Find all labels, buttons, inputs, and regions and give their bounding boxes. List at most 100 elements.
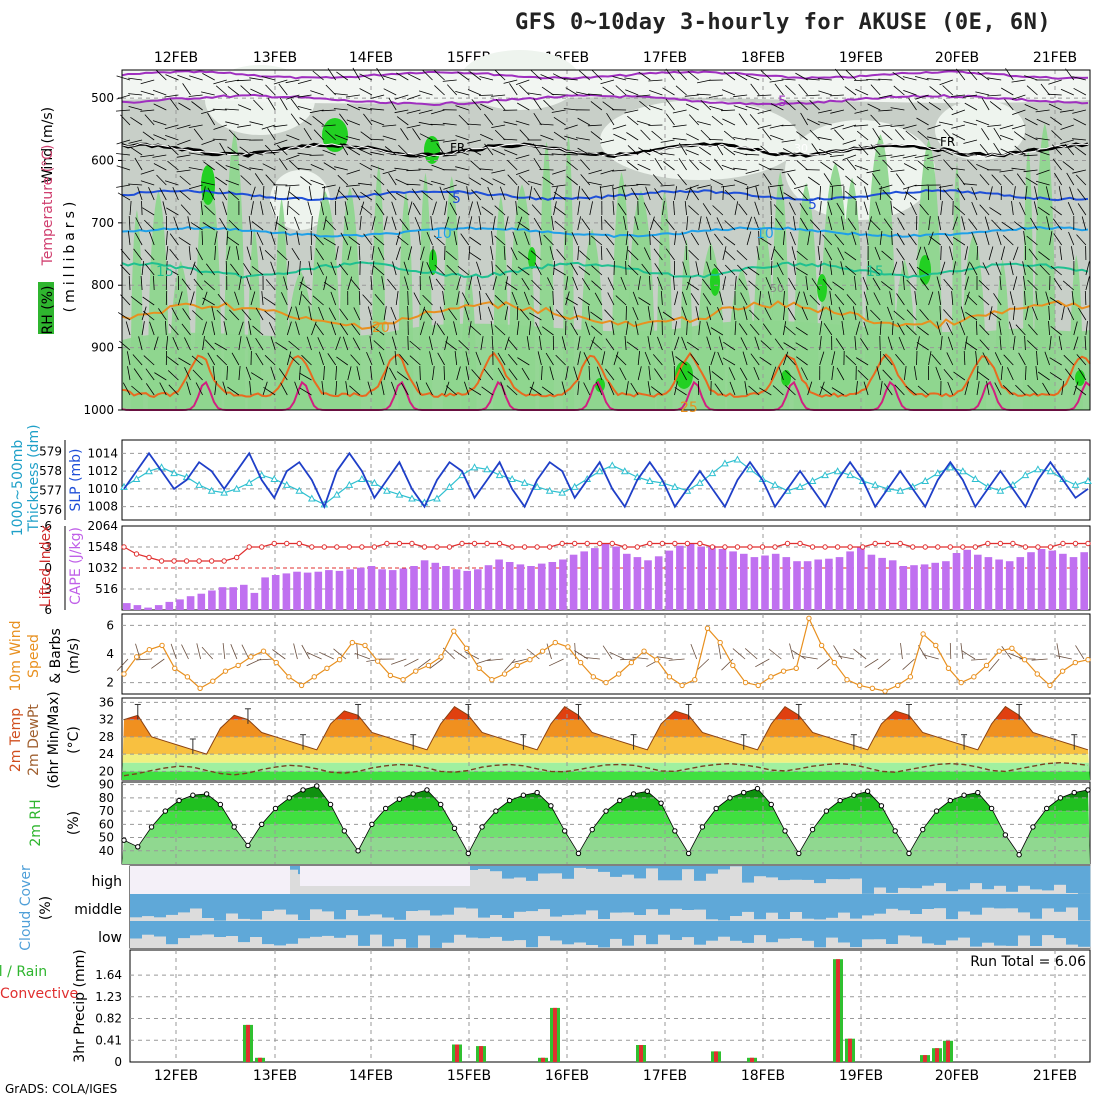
lifted-index-point <box>697 540 703 547</box>
cape-bar <box>240 584 248 610</box>
wind-barb <box>351 323 361 336</box>
wind-barb <box>169 248 179 261</box>
cloud-bar <box>370 921 383 935</box>
cloud-bar <box>790 921 803 939</box>
cloud-bar <box>1006 894 1019 909</box>
cloud-bar <box>466 866 479 870</box>
cloud-bar <box>826 921 839 938</box>
wind-barb <box>831 185 834 201</box>
wind10-speed-point <box>603 679 609 686</box>
wind-barb <box>518 175 530 186</box>
wind-barb <box>449 202 458 216</box>
wind-barb <box>211 321 216 336</box>
wind-barb <box>507 174 518 186</box>
wind-barb <box>142 296 155 306</box>
wind-barb <box>798 189 808 201</box>
cloud-bg <box>598 866 611 894</box>
wind-barb <box>418 90 433 96</box>
wind-barb <box>391 336 397 351</box>
wind-barb <box>128 231 131 246</box>
rh2m-point <box>341 828 348 834</box>
wind-barb <box>1012 109 1026 115</box>
wind-barb <box>1067 202 1075 216</box>
wind-barb <box>1037 206 1050 216</box>
cloud-bars <box>130 866 1091 948</box>
wind-barb <box>947 336 954 351</box>
cape-bar <box>346 569 354 610</box>
wind-barb <box>660 184 675 187</box>
cape-bar <box>878 557 886 610</box>
wind-barb <box>1009 321 1014 336</box>
cloud-bar <box>802 921 815 941</box>
wind-barb <box>418 121 433 126</box>
thickness-line-point <box>170 469 178 477</box>
cloud-bar <box>718 921 731 937</box>
wind-barb <box>827 201 833 216</box>
wind-barb <box>1060 139 1074 144</box>
precip-tick: 0.82 <box>95 1012 122 1026</box>
wind-barb <box>699 161 712 171</box>
wind-barb <box>325 130 336 141</box>
wind-barb <box>647 381 651 396</box>
wind-barb <box>261 291 264 306</box>
wind-barb <box>654 188 663 201</box>
wind-barb <box>784 100 796 111</box>
lifted-index-point <box>809 544 816 550</box>
wind-barb <box>369 336 373 351</box>
wind-barb <box>503 245 506 261</box>
wind-barb <box>795 291 800 306</box>
ylabel-wind: Wind (m/s) <box>40 107 56 183</box>
wind-barb <box>469 71 482 81</box>
wind-barb <box>238 321 244 336</box>
wind-barb <box>248 321 252 336</box>
wind-barb <box>678 142 687 156</box>
wind-barb <box>182 308 191 321</box>
wind-barb <box>896 248 905 261</box>
wind-barb <box>325 219 336 231</box>
wind-barb <box>964 246 968 261</box>
wind-barb <box>649 321 654 336</box>
wind-barb <box>219 187 228 201</box>
wind-barb <box>202 222 215 231</box>
wind-barb <box>176 124 191 130</box>
precip-tick: 1.64 <box>95 968 122 982</box>
wind-barb <box>281 292 288 306</box>
wind10-speed-point <box>184 674 191 680</box>
wind-barb <box>497 367 506 381</box>
wind-barb <box>943 99 954 111</box>
wind-barb <box>533 98 542 111</box>
contour-label: 15 <box>156 264 174 280</box>
wind-barb <box>308 306 312 321</box>
wind-barb <box>644 351 651 366</box>
wind-barb <box>625 246 629 261</box>
wind-barb <box>407 201 413 216</box>
wind-barb <box>164 94 179 98</box>
wind-barb <box>395 291 399 306</box>
wind-barb <box>805 78 820 81</box>
wind-barb <box>734 72 748 81</box>
lifted-index-point <box>922 544 928 550</box>
wind-barb <box>515 169 530 175</box>
wind-barb <box>333 108 348 111</box>
wind-barb <box>495 264 506 276</box>
cloud-bar <box>562 866 575 879</box>
wind10-speed-point <box>641 648 647 654</box>
wind-barb <box>280 382 288 396</box>
cape-bar <box>516 564 525 610</box>
precip-bars <box>243 959 953 1062</box>
wind-barb <box>539 169 554 171</box>
wind-barb <box>807 381 813 396</box>
wind-barb <box>991 174 1002 186</box>
wind-barb <box>132 354 143 366</box>
wind-barb <box>444 201 448 216</box>
wind-barb <box>630 187 639 201</box>
ylabel-thickness-2: Thickness (dm) <box>26 424 42 532</box>
wind-barb <box>339 308 349 321</box>
wind-barb <box>470 325 482 336</box>
wind-barb <box>134 157 143 171</box>
wind-barb <box>580 159 591 171</box>
wind-barb <box>787 307 796 321</box>
cloud-bar <box>478 866 491 869</box>
cloud-bar <box>430 894 443 916</box>
wind-barb <box>1050 116 1062 126</box>
